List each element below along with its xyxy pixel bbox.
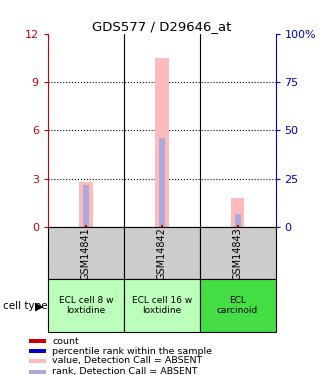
Text: rank, Detection Call = ABSENT: rank, Detection Call = ABSENT (52, 367, 198, 375)
Text: ECL cell 16 w
loxtidine: ECL cell 16 w loxtidine (132, 296, 192, 315)
Bar (200, 227, 276, 279)
Bar (155, 58, 169, 227)
Bar (235, 214, 241, 227)
Bar (231, 198, 245, 227)
Text: percentile rank within the sample: percentile rank within the sample (52, 346, 212, 355)
Bar (161, 225, 163, 227)
Bar (124, 279, 200, 332)
Text: GSM14842: GSM14842 (157, 226, 167, 280)
Bar (83, 185, 89, 227)
Bar (29, 370, 46, 374)
Text: ▶: ▶ (35, 302, 43, 311)
Text: ECL
carcinoid: ECL carcinoid (217, 296, 258, 315)
Bar (29, 349, 46, 353)
Bar (79, 182, 93, 227)
Bar (200, 279, 276, 332)
Text: ECL cell 8 w
loxtidine: ECL cell 8 w loxtidine (58, 296, 113, 315)
Bar (29, 339, 46, 343)
Bar (48, 227, 124, 279)
Title: GDS577 / D29646_at: GDS577 / D29646_at (92, 20, 231, 33)
Bar (29, 359, 46, 363)
Bar (237, 225, 239, 227)
Bar (85, 225, 87, 227)
Text: value, Detection Call = ABSENT: value, Detection Call = ABSENT (52, 357, 203, 366)
Text: GSM14843: GSM14843 (233, 227, 243, 279)
Bar (48, 279, 124, 332)
Text: cell type: cell type (3, 302, 48, 311)
Text: GSM14841: GSM14841 (81, 227, 91, 279)
Text: count: count (52, 337, 79, 346)
Bar (124, 227, 200, 279)
Bar (159, 138, 165, 227)
